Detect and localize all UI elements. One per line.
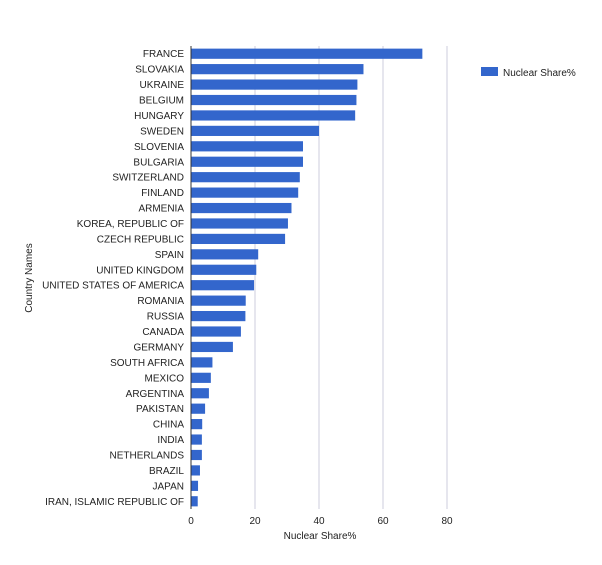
category-label: SWITZERLAND bbox=[112, 173, 184, 184]
bar bbox=[191, 341, 233, 353]
category-labels: FRANCE SLOVAKIA UKRAINE BELGIUM HUNGARY SWEDE… bbox=[42, 49, 184, 508]
bar bbox=[191, 249, 259, 260]
category-label: MEXICO bbox=[145, 373, 185, 384]
category-label: KOREA, REPUBLIC OF bbox=[77, 219, 184, 230]
bar bbox=[191, 187, 299, 198]
category-label: CHINA bbox=[153, 420, 184, 431]
x-tick-label: 80 bbox=[441, 516, 453, 527]
category-label: ARMENIA bbox=[138, 204, 184, 215]
bar bbox=[191, 419, 203, 430]
category-label: SLOVAKIA bbox=[135, 65, 184, 76]
x-tick-label: 60 bbox=[377, 516, 389, 527]
category-label: INDIA bbox=[157, 435, 184, 446]
bar bbox=[191, 48, 423, 59]
bar bbox=[191, 372, 211, 383]
bar bbox=[191, 125, 319, 136]
category-label: ARGENTINA bbox=[126, 389, 185, 400]
category-label: NETHERLANDS bbox=[110, 450, 185, 461]
category-label: UNITED STATES OF AMERICA bbox=[42, 281, 184, 292]
category-label: SOUTH AFRICA bbox=[110, 358, 184, 369]
category-label: SPAIN bbox=[155, 250, 184, 261]
category-label: BULGARIA bbox=[133, 157, 184, 168]
bar bbox=[191, 480, 199, 491]
category-label: CZECH REPUBLIC bbox=[97, 234, 184, 245]
bar bbox=[191, 172, 300, 183]
x-tick-label: 20 bbox=[249, 516, 261, 527]
bar bbox=[191, 310, 246, 322]
y-axis-title: Country Names bbox=[24, 243, 35, 312]
category-label: SLOVENIA bbox=[134, 142, 184, 153]
category-label: UNITED KINGDOM bbox=[96, 265, 184, 276]
category-label: SWEDEN bbox=[140, 126, 184, 137]
bar bbox=[191, 110, 356, 121]
bar bbox=[191, 465, 200, 476]
bar bbox=[191, 202, 292, 214]
bar bbox=[191, 264, 257, 275]
category-label: UKRAINE bbox=[140, 80, 185, 91]
category-label: JAPAN bbox=[153, 481, 185, 492]
bar bbox=[191, 434, 202, 445]
category-label: HUNGARY bbox=[134, 111, 184, 122]
category-label: FINLAND bbox=[141, 188, 184, 199]
category-label: IRAN, ISLAMIC REPUBLIC OF bbox=[45, 497, 184, 508]
x-axis-title: Nuclear Share% bbox=[284, 531, 357, 542]
bar bbox=[191, 326, 241, 337]
bar bbox=[191, 295, 246, 306]
x-tick-labels: 0 20 40 60 80 bbox=[188, 516, 453, 527]
bar bbox=[191, 156, 303, 167]
bar bbox=[191, 233, 286, 245]
category-label: GERMANY bbox=[133, 342, 184, 353]
bar bbox=[191, 496, 198, 507]
legend-swatch bbox=[481, 67, 498, 76]
bar bbox=[191, 94, 357, 106]
bar bbox=[191, 141, 303, 152]
bar bbox=[191, 388, 209, 399]
bar bbox=[191, 357, 213, 368]
bar bbox=[191, 64, 364, 75]
bar bbox=[191, 449, 202, 461]
bar bbox=[191, 218, 288, 229]
legend-label: Nuclear Share% bbox=[503, 68, 576, 79]
category-label: CANADA bbox=[142, 327, 184, 338]
category-label: PAKISTAN bbox=[136, 404, 184, 415]
bars bbox=[191, 48, 423, 507]
grid-lines bbox=[254, 46, 448, 509]
category-label: FRANCE bbox=[143, 49, 184, 60]
bar bbox=[191, 403, 206, 414]
x-tick-label: 40 bbox=[313, 516, 325, 527]
category-label: RUSSIA bbox=[147, 312, 185, 323]
category-label: BRAZIL bbox=[149, 466, 184, 477]
x-tick-label: 0 bbox=[188, 516, 194, 527]
bar bbox=[191, 280, 255, 291]
bar bbox=[191, 79, 358, 90]
category-label: BELGIUM bbox=[139, 96, 184, 107]
legend: Nuclear Share% bbox=[481, 67, 576, 79]
category-label: ROMANIA bbox=[137, 296, 184, 307]
